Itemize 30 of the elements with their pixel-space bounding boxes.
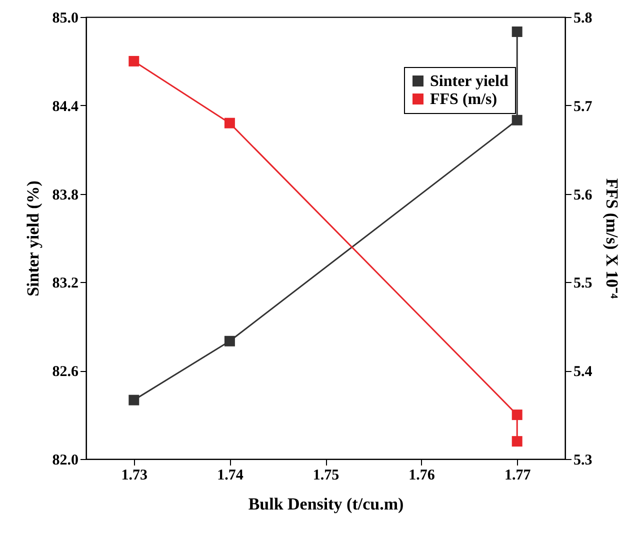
legend-label: FFS (m/s) xyxy=(430,91,498,108)
y-tick-label: 83.8 xyxy=(52,187,78,204)
y2-tick-label: 5.4 xyxy=(574,364,593,380)
y2-tick-label: 5.8 xyxy=(574,10,592,26)
point xyxy=(224,118,235,128)
x-tick-label: 1.75 xyxy=(312,468,340,484)
y-tick-label: 85.0 xyxy=(52,10,78,26)
point xyxy=(128,394,140,406)
point xyxy=(512,436,522,447)
x-tick-label: 1.77 xyxy=(504,468,532,484)
point xyxy=(224,336,235,346)
y-tick-label: 84.4 xyxy=(52,98,79,115)
y2-tick-label: 5.7 xyxy=(574,98,593,115)
y2-tick-label: 5.5 xyxy=(574,276,592,292)
x-tick-label: 1.74 xyxy=(217,468,244,484)
y-tick-label: 83.2 xyxy=(52,276,78,292)
y2-tick-label: 5.6 xyxy=(574,187,593,204)
point xyxy=(512,410,522,420)
point xyxy=(512,114,522,126)
x-axis-title: Bulk Density (t/cu.m) xyxy=(248,494,404,514)
y2-tick-label: 5.3 xyxy=(574,452,592,468)
x-tick-label: 1.76 xyxy=(408,468,436,484)
y2-axis-title: FFS (m/s) X 10⁻⁴ xyxy=(602,178,622,299)
point xyxy=(128,56,140,66)
y-tick-label: 82.0 xyxy=(52,452,78,468)
legend-label: Sinter yield xyxy=(430,73,508,90)
x-tick-label: 1.73 xyxy=(121,468,148,484)
y-tick-label: 82.6 xyxy=(52,364,79,380)
y-axis-title: Sinter yield (%) xyxy=(23,180,42,296)
point xyxy=(512,26,522,37)
